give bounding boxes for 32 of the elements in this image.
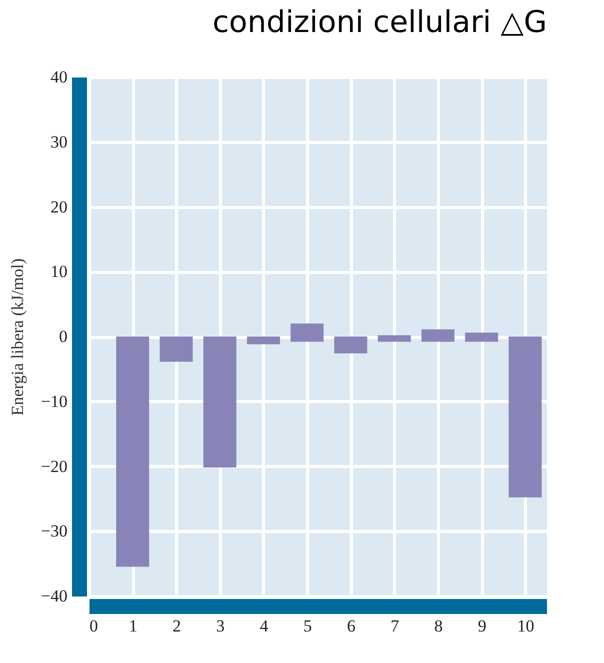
x-tick-label: 7 bbox=[390, 616, 400, 636]
bar bbox=[246, 336, 280, 344]
bar bbox=[421, 329, 454, 342]
bar bbox=[290, 324, 324, 342]
x-tick-label: 6 bbox=[346, 616, 356, 636]
x-tick-label: 1 bbox=[128, 616, 138, 636]
y-tick-label: −40 bbox=[40, 586, 68, 606]
bar bbox=[116, 336, 150, 567]
x-tick-label: 10 bbox=[517, 616, 534, 636]
x-tick-label: 0 bbox=[90, 616, 98, 636]
y-tick-label: 0 bbox=[59, 327, 68, 346]
bar bbox=[378, 335, 411, 342]
bar bbox=[203, 336, 236, 468]
y-axis-title: Energia libera (kJ/mol) bbox=[8, 258, 27, 416]
x-tick-label: 8 bbox=[434, 616, 443, 636]
y-tick-label: 40 bbox=[50, 68, 68, 86]
y-tick-label: 20 bbox=[50, 197, 68, 216]
x-tick-label: 2 bbox=[172, 616, 181, 636]
bar bbox=[334, 336, 368, 354]
x-tick-label: 3 bbox=[216, 616, 225, 636]
y-tick-label: −20 bbox=[40, 456, 68, 476]
x-tick-label: 4 bbox=[260, 616, 269, 636]
x-tick-label: 9 bbox=[478, 616, 486, 636]
y-tick-label: 30 bbox=[50, 132, 68, 152]
bar bbox=[508, 336, 542, 498]
bar bbox=[160, 336, 193, 362]
y-tick-label: −30 bbox=[40, 522, 68, 541]
y-tick-label: 10 bbox=[50, 262, 68, 282]
chart-title: condizioni cellulari △G bbox=[212, 5, 547, 40]
y-tick-label: −10 bbox=[40, 392, 68, 411]
bar bbox=[465, 332, 498, 342]
x-tick-label: 5 bbox=[303, 616, 312, 636]
